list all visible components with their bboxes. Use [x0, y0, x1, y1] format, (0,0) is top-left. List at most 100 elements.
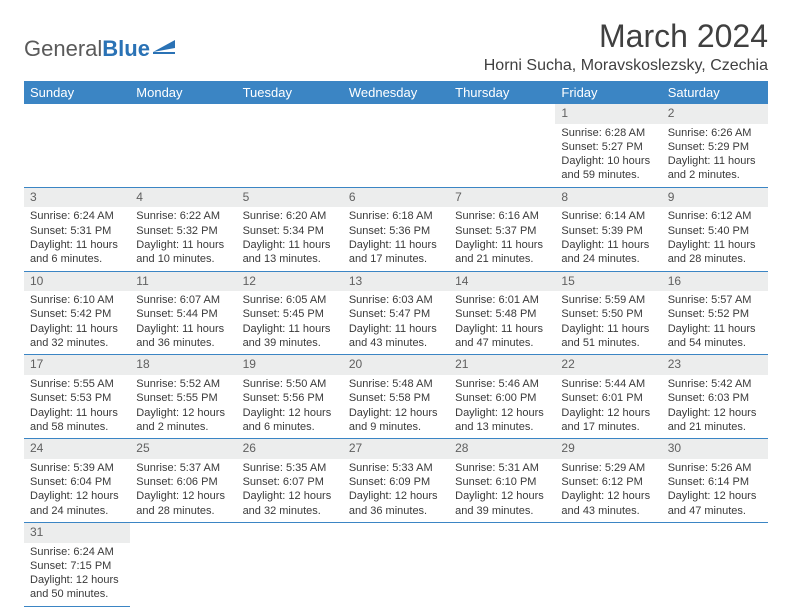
day-info-cell — [449, 124, 555, 188]
day-info-cell: Sunrise: 5:39 AMSunset: 6:04 PMDaylight:… — [24, 459, 130, 523]
day-info-cell: Sunrise: 6:01 AMSunset: 5:48 PMDaylight:… — [449, 291, 555, 355]
day-number-cell — [449, 104, 555, 124]
sunset-text: Sunset: 5:39 PM — [561, 224, 655, 238]
day-info-cell: Sunrise: 5:50 AMSunset: 5:56 PMDaylight:… — [237, 375, 343, 439]
day-number-cell: 3 — [24, 187, 130, 207]
day-info-cell: Sunrise: 6:14 AMSunset: 5:39 PMDaylight:… — [555, 207, 661, 271]
daylight-text: Daylight: 11 hours and 58 minutes. — [30, 406, 124, 435]
day-info-cell — [24, 124, 130, 188]
day-number-cell: 27 — [343, 439, 449, 459]
sunrise-text: Sunrise: 6:26 AM — [668, 126, 762, 140]
day-info-cell: Sunrise: 5:52 AMSunset: 5:55 PMDaylight:… — [130, 375, 236, 439]
day-info-cell: Sunrise: 6:18 AMSunset: 5:36 PMDaylight:… — [343, 207, 449, 271]
sunrise-text: Sunrise: 5:33 AM — [349, 461, 443, 475]
header: GeneralBlue March 2024 Horni Sucha, Mora… — [24, 18, 768, 75]
sunset-text: Sunset: 5:31 PM — [30, 224, 124, 238]
sunrise-text: Sunrise: 6:01 AM — [455, 293, 549, 307]
weekday-header: Thursday — [449, 81, 555, 104]
day-number-cell: 22 — [555, 355, 661, 375]
day-info-cell: Sunrise: 6:24 AMSunset: 7:15 PMDaylight:… — [24, 543, 130, 607]
day-info-cell — [343, 124, 449, 188]
daynum-row: 24252627282930 — [24, 439, 768, 459]
day-info-cell: Sunrise: 6:12 AMSunset: 5:40 PMDaylight:… — [662, 207, 768, 271]
day-info-cell: Sunrise: 5:59 AMSunset: 5:50 PMDaylight:… — [555, 291, 661, 355]
day-number-cell — [662, 522, 768, 542]
sunrise-text: Sunrise: 5:57 AM — [668, 293, 762, 307]
sunset-text: Sunset: 5:34 PM — [243, 224, 337, 238]
day-info-cell: Sunrise: 5:46 AMSunset: 6:00 PMDaylight:… — [449, 375, 555, 439]
sunset-text: Sunset: 6:04 PM — [30, 475, 124, 489]
sunrise-text: Sunrise: 5:46 AM — [455, 377, 549, 391]
weekday-header-row: Sunday Monday Tuesday Wednesday Thursday… — [24, 81, 768, 104]
day-number-cell: 6 — [343, 187, 449, 207]
sunrise-text: Sunrise: 6:24 AM — [30, 209, 124, 223]
sunrise-text: Sunrise: 5:59 AM — [561, 293, 655, 307]
logo-text-2: Blue — [102, 36, 150, 62]
day-info-cell: Sunrise: 5:33 AMSunset: 6:09 PMDaylight:… — [343, 459, 449, 523]
day-number-cell — [555, 522, 661, 542]
daylight-text: Daylight: 10 hours and 59 minutes. — [561, 154, 655, 183]
sunset-text: Sunset: 6:06 PM — [136, 475, 230, 489]
day-info-cell: Sunrise: 5:55 AMSunset: 5:53 PMDaylight:… — [24, 375, 130, 439]
daylight-text: Daylight: 11 hours and 10 minutes. — [136, 238, 230, 267]
daylight-text: Daylight: 12 hours and 24 minutes. — [30, 489, 124, 518]
sunset-text: Sunset: 5:40 PM — [668, 224, 762, 238]
sunset-text: Sunset: 5:42 PM — [30, 307, 124, 321]
day-number-cell: 13 — [343, 271, 449, 291]
daynum-row: 17181920212223 — [24, 355, 768, 375]
day-number-cell — [449, 522, 555, 542]
day-info-cell: Sunrise: 6:22 AMSunset: 5:32 PMDaylight:… — [130, 207, 236, 271]
day-info-cell: Sunrise: 6:16 AMSunset: 5:37 PMDaylight:… — [449, 207, 555, 271]
day-number-cell — [343, 522, 449, 542]
daylight-text: Daylight: 12 hours and 47 minutes. — [668, 489, 762, 518]
daylight-text: Daylight: 12 hours and 2 minutes. — [136, 406, 230, 435]
daylight-text: Daylight: 12 hours and 17 minutes. — [561, 406, 655, 435]
sunset-text: Sunset: 5:50 PM — [561, 307, 655, 321]
daylight-text: Daylight: 11 hours and 54 minutes. — [668, 322, 762, 351]
day-info-cell: Sunrise: 5:31 AMSunset: 6:10 PMDaylight:… — [449, 459, 555, 523]
daylight-text: Daylight: 12 hours and 6 minutes. — [243, 406, 337, 435]
day-info-cell: Sunrise: 6:05 AMSunset: 5:45 PMDaylight:… — [237, 291, 343, 355]
day-info-cell — [555, 543, 661, 607]
daynum-row: 12 — [24, 104, 768, 124]
day-info-cell: Sunrise: 6:24 AMSunset: 5:31 PMDaylight:… — [24, 207, 130, 271]
day-number-cell: 18 — [130, 355, 236, 375]
day-info-cell — [130, 124, 236, 188]
day-info-cell: Sunrise: 5:37 AMSunset: 6:06 PMDaylight:… — [130, 459, 236, 523]
sunrise-text: Sunrise: 5:42 AM — [668, 377, 762, 391]
day-number-cell — [343, 104, 449, 124]
day-info-cell: Sunrise: 6:07 AMSunset: 5:44 PMDaylight:… — [130, 291, 236, 355]
daylight-text: Daylight: 12 hours and 39 minutes. — [455, 489, 549, 518]
day-info-cell — [237, 543, 343, 607]
sunrise-text: Sunrise: 5:39 AM — [30, 461, 124, 475]
sunset-text: Sunset: 5:27 PM — [561, 140, 655, 154]
sunrise-text: Sunrise: 6:16 AM — [455, 209, 549, 223]
info-row: Sunrise: 5:55 AMSunset: 5:53 PMDaylight:… — [24, 375, 768, 439]
sunset-text: Sunset: 5:29 PM — [668, 140, 762, 154]
sunrise-text: Sunrise: 5:26 AM — [668, 461, 762, 475]
sunset-text: Sunset: 5:48 PM — [455, 307, 549, 321]
day-info-cell — [662, 543, 768, 607]
daylight-text: Daylight: 11 hours and 13 minutes. — [243, 238, 337, 267]
sunrise-text: Sunrise: 5:50 AM — [243, 377, 337, 391]
day-number-cell: 10 — [24, 271, 130, 291]
day-info-cell — [449, 543, 555, 607]
day-info-cell: Sunrise: 6:26 AMSunset: 5:29 PMDaylight:… — [662, 124, 768, 188]
day-number-cell: 23 — [662, 355, 768, 375]
sunrise-text: Sunrise: 6:05 AM — [243, 293, 337, 307]
daylight-text: Daylight: 11 hours and 43 minutes. — [349, 322, 443, 351]
month-title: March 2024 — [484, 18, 768, 55]
day-number-cell: 20 — [343, 355, 449, 375]
weekday-header: Tuesday — [237, 81, 343, 104]
day-number-cell — [130, 104, 236, 124]
daylight-text: Daylight: 12 hours and 36 minutes. — [349, 489, 443, 518]
day-number-cell: 1 — [555, 104, 661, 124]
sunset-text: Sunset: 6:00 PM — [455, 391, 549, 405]
daylight-text: Daylight: 12 hours and 50 minutes. — [30, 573, 124, 602]
daylight-text: Daylight: 11 hours and 51 minutes. — [561, 322, 655, 351]
sunrise-text: Sunrise: 5:48 AM — [349, 377, 443, 391]
daylight-text: Daylight: 11 hours and 17 minutes. — [349, 238, 443, 267]
location: Horni Sucha, Moravskoslezsky, Czechia — [484, 57, 768, 75]
day-number-cell — [24, 104, 130, 124]
weekday-header: Sunday — [24, 81, 130, 104]
